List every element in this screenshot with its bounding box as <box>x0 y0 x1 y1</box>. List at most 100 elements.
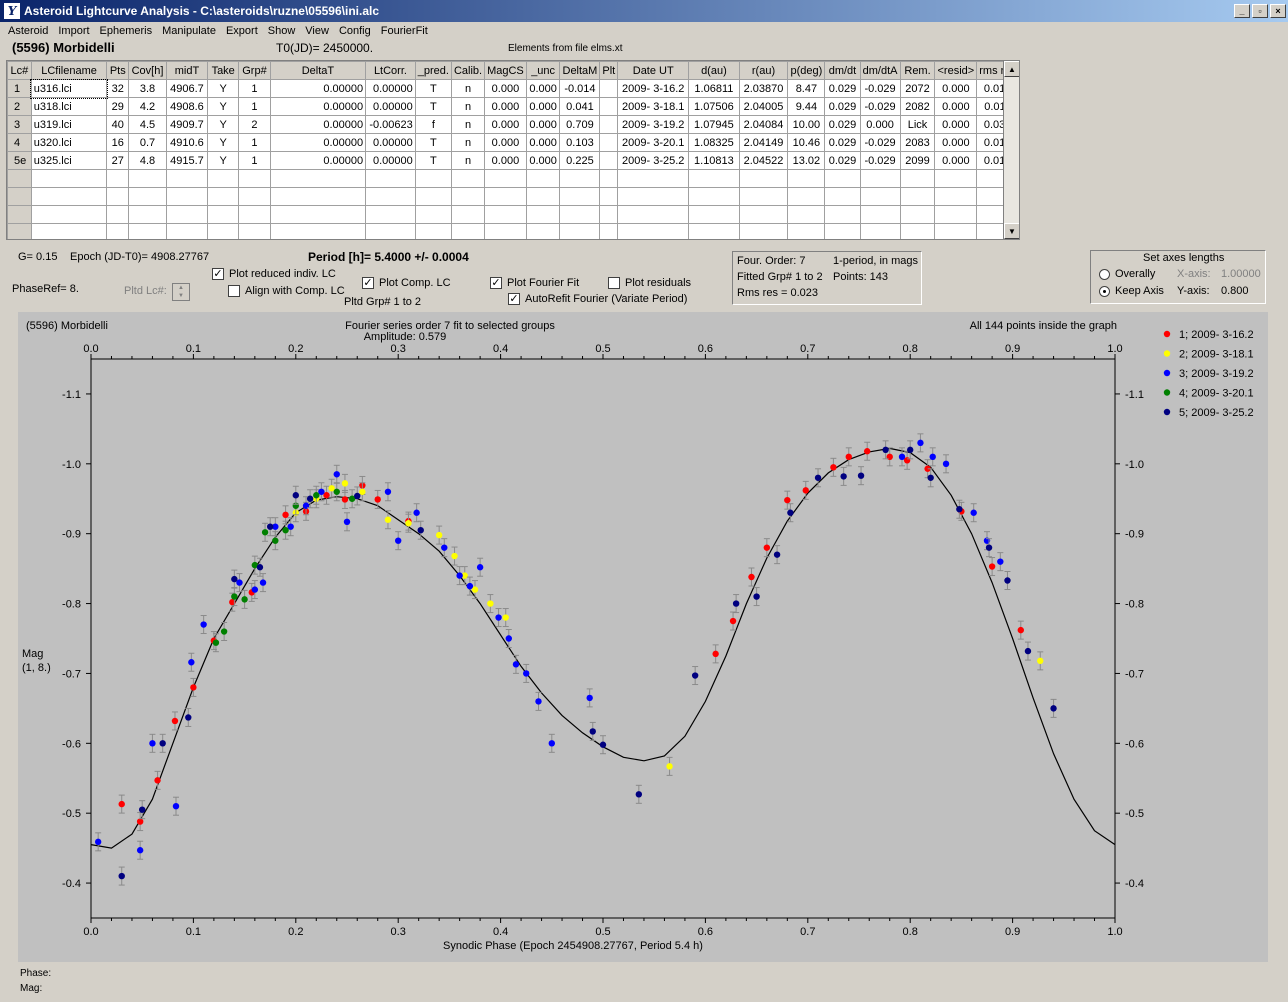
table-cell[interactable]: 0.00000 <box>269 79 367 98</box>
table-cell[interactable]: 0.00000 <box>365 151 416 170</box>
column-header[interactable]: Grp# <box>238 61 271 80</box>
checkbox-unchecked-icon[interactable] <box>608 277 620 290</box>
table-cell[interactable] <box>787 223 826 239</box>
table-cell[interactable]: T <box>414 133 452 152</box>
table-cell[interactable] <box>165 223 209 239</box>
lightcurve-chart[interactable]: (5596) Morbidelli Fourier series order 7… <box>18 312 1268 962</box>
table-cell[interactable] <box>824 169 861 188</box>
table-cell[interactable] <box>106 223 130 239</box>
table-cell[interactable]: T <box>414 97 452 116</box>
table-cell[interactable] <box>30 169 108 188</box>
table-cell[interactable]: Lick <box>899 115 936 134</box>
table-cell[interactable] <box>738 223 789 239</box>
table-cell[interactable]: 2.04149 <box>738 133 789 152</box>
table-cell[interactable] <box>824 223 861 239</box>
menu-show[interactable]: Show <box>267 25 296 37</box>
table-cell[interactable] <box>484 205 527 224</box>
table-cell[interactable] <box>106 205 130 224</box>
table-cell[interactable] <box>165 169 209 188</box>
table-cell[interactable] <box>484 223 527 239</box>
pltd-lc-spinner[interactable]: ▲ ▼ <box>172 283 190 301</box>
table-cell[interactable]: 0.00000 <box>269 97 367 116</box>
table-cell[interactable]: 0.00000 <box>269 151 367 170</box>
table-cell[interactable]: 1 <box>238 133 271 152</box>
table-cell[interactable] <box>559 169 601 188</box>
table-cell[interactable] <box>899 169 936 188</box>
menu-import[interactable]: Import <box>58 25 90 37</box>
scroll-up-arrow-icon[interactable]: ▲ <box>1004 61 1019 77</box>
table-cell[interactable] <box>365 205 416 224</box>
table-cell[interactable] <box>238 187 271 206</box>
y-axis-value[interactable]: 0.800 <box>1221 285 1249 297</box>
table-cell[interactable] <box>599 115 619 134</box>
radio-off-icon[interactable] <box>1099 268 1110 280</box>
table-cell[interactable]: 0.029 <box>824 79 861 98</box>
table-cell[interactable]: 0.041 <box>559 97 601 116</box>
table-cell[interactable] <box>106 187 130 206</box>
table-cell[interactable] <box>859 223 901 239</box>
table-cell[interactable] <box>7 169 32 188</box>
table-cell[interactable]: 0.000 <box>934 79 978 98</box>
table-row-empty[interactable] <box>7 169 1019 188</box>
table-cell[interactable] <box>688 205 740 224</box>
table-cell[interactable] <box>525 169 561 188</box>
table-cell[interactable] <box>599 97 619 116</box>
table-cell[interactable] <box>559 223 601 239</box>
table-cell[interactable]: Y <box>207 151 240 170</box>
table-cell[interactable] <box>414 205 452 224</box>
table-cell[interactable]: 0.00000 <box>365 97 416 116</box>
table-cell[interactable] <box>824 187 861 206</box>
table-cell[interactable] <box>859 205 901 224</box>
table-cell[interactable] <box>128 169 167 188</box>
table-cell[interactable]: 1.07506 <box>688 97 740 116</box>
table-cell[interactable]: 0.029 <box>824 133 861 152</box>
table-cell[interactable] <box>899 187 936 206</box>
table-cell[interactable] <box>617 223 690 239</box>
column-header[interactable]: dm/dtA <box>859 61 901 80</box>
table-cell[interactable] <box>899 223 936 239</box>
table-cell[interactable] <box>30 223 108 239</box>
table-cell[interactable] <box>738 169 789 188</box>
table-cell[interactable]: u319.lci <box>30 115 108 134</box>
table-cell[interactable] <box>238 223 271 239</box>
table-cell[interactable]: 0.000 <box>484 133 527 152</box>
table-cell[interactable]: 0.029 <box>824 151 861 170</box>
table-cell[interactable]: u318.lci <box>30 97 108 116</box>
table-cell[interactable]: 2009- 3-16.2 <box>617 79 690 98</box>
table-cell[interactable] <box>599 151 619 170</box>
column-header[interactable]: Pts <box>106 61 130 80</box>
table-cell[interactable]: 2072 <box>899 79 936 98</box>
column-header[interactable]: _pred. <box>414 61 452 80</box>
table-cell[interactable] <box>859 187 901 206</box>
table-cell[interactable] <box>165 205 209 224</box>
row-header[interactable]: 1 <box>7 79 32 98</box>
table-cell[interactable]: 9.44 <box>787 97 826 116</box>
radio-on-icon[interactable] <box>1099 285 1110 297</box>
column-header[interactable]: Calib. <box>450 61 486 80</box>
table-cell[interactable]: u320.lci <box>30 133 108 152</box>
table-cell[interactable]: 0.029 <box>824 97 861 116</box>
table-cell[interactable]: 0.00000 <box>365 79 416 98</box>
table-cell[interactable]: 2.04522 <box>738 151 789 170</box>
table-cell[interactable] <box>688 169 740 188</box>
table-cell[interactable] <box>7 223 32 239</box>
table-cell[interactable]: 0.000 <box>525 133 561 152</box>
table-cell[interactable]: 1 <box>238 79 271 98</box>
table-cell[interactable] <box>899 205 936 224</box>
table-cell[interactable] <box>688 223 740 239</box>
checkbox-checked-icon[interactable]: ✓ <box>490 277 502 290</box>
column-header[interactable]: <resid> <box>934 61 978 80</box>
column-header[interactable]: dm/dt <box>824 61 861 80</box>
column-header[interactable]: Take <box>207 61 240 80</box>
table-cell[interactable] <box>787 169 826 188</box>
table-cell[interactable]: 0.000 <box>934 133 978 152</box>
table-row[interactable]: 3 u319.lci 40 4.5 4909.7 Y 2 0.00000 -0.00623 f n 0… <box>7 115 1019 134</box>
table-cell[interactable]: 1.08325 <box>688 133 740 152</box>
table-cell[interactable]: -0.029 <box>859 151 901 170</box>
table-cell[interactable] <box>7 187 32 206</box>
table-cell[interactable]: 1.07945 <box>688 115 740 134</box>
table-cell[interactable]: 0.000 <box>484 79 527 98</box>
table-cell[interactable]: 3.8 <box>128 79 167 98</box>
table-cell[interactable]: 1 <box>238 97 271 116</box>
table-cell[interactable]: 0.000 <box>934 151 978 170</box>
